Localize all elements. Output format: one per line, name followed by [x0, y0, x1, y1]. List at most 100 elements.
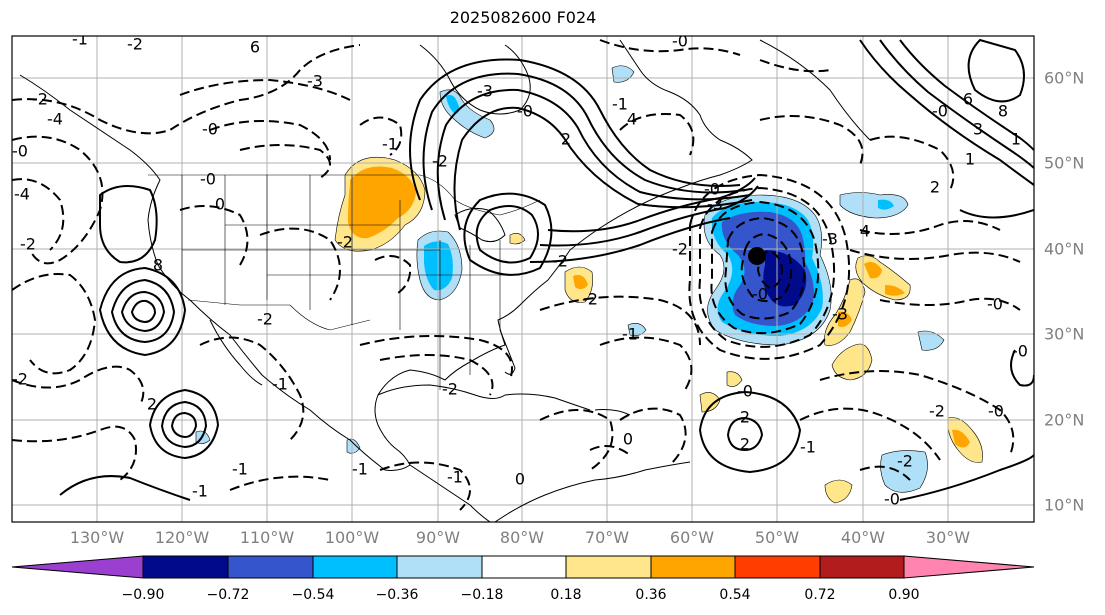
contour-label: -0	[737, 382, 753, 401]
contour-label: -0	[884, 490, 900, 509]
colorbar-segment	[734, 555, 821, 579]
contour-line	[179, 205, 249, 266]
contour-label: 2	[561, 130, 571, 149]
contour-line	[359, 116, 403, 156]
contour-label: -2	[32, 90, 48, 109]
southwest-closed-contour	[120, 290, 166, 333]
low-center-ring	[463, 192, 553, 276]
tropical-high-contour	[698, 390, 802, 474]
atlantic-contour	[1010, 349, 1034, 387]
contour-line	[12, 273, 97, 375]
contour-line	[869, 135, 955, 191]
contour-label: -0	[202, 120, 218, 139]
contour-label: 6	[250, 38, 260, 57]
contour-label: -3	[707, 195, 723, 214]
contour-label: 2	[740, 435, 750, 454]
tropical-high-contour	[726, 416, 764, 452]
northeast-atlantic-contour	[899, 39, 1034, 151]
positive-anomaly-core	[864, 262, 882, 279]
contour-label: -0	[987, 295, 1003, 314]
contour-label: -4	[47, 110, 63, 129]
lon-label: 60°W	[669, 528, 715, 547]
negative-anomaly-region	[611, 65, 635, 83]
contour-label: 1	[1011, 130, 1021, 149]
positive-anomaly-core	[348, 166, 416, 239]
contour-label: -2	[432, 152, 448, 171]
contour-line	[539, 295, 701, 346]
map-title: 2025082600 F024	[449, 8, 597, 27]
contour-label: -1	[192, 482, 208, 501]
northeast-atlantic-contour	[879, 39, 1034, 169]
atlantic-contour	[959, 209, 1034, 219]
negative-anomaly-region	[346, 438, 361, 454]
positive-anomaly-region	[699, 392, 721, 413]
contour-label: 4	[860, 222, 870, 241]
colorbar-extend-max	[903, 555, 1035, 579]
contour-label: 2	[930, 178, 940, 197]
contour-line	[799, 407, 941, 461]
contour-label: -1	[800, 438, 816, 457]
contour-line	[374, 255, 412, 296]
shading-layer	[195, 65, 983, 504]
colorbar-segment	[650, 555, 736, 579]
contour-line	[819, 370, 1015, 456]
lat-label: 60°N	[1044, 68, 1085, 88]
lat-label: 10°N	[1044, 495, 1085, 515]
negative-anomaly-region	[627, 323, 647, 337]
contour-label: -1	[382, 135, 398, 154]
contour-label: -0	[752, 285, 768, 304]
positive-anomaly-core	[952, 429, 970, 448]
gulf-coast	[377, 384, 506, 399]
contour-label: -0	[932, 102, 948, 121]
contour-label: 0	[215, 195, 225, 214]
southern-contour	[899, 454, 1034, 501]
lat-label: 20°N	[1044, 410, 1085, 430]
negative-anomaly-region	[917, 330, 945, 351]
contour-line	[12, 44, 361, 135]
contour-label: -2	[12, 370, 28, 389]
southern-contour	[59, 475, 191, 501]
lat-label: 40°N	[1044, 239, 1085, 259]
contour-line	[599, 39, 741, 56]
contour-label: 8	[998, 102, 1008, 121]
contour-line	[759, 115, 864, 166]
contour-line	[12, 178, 65, 251]
contour-label: -2	[582, 290, 598, 309]
lon-label: 130°W	[69, 528, 125, 547]
contour-label: -2	[20, 235, 36, 254]
southwest-closed-contour	[130, 299, 157, 324]
contour-line	[422, 72, 746, 211]
contour-line	[859, 220, 1001, 235]
colorbar-segment	[227, 555, 314, 579]
contour-line	[547, 177, 756, 233]
colorbar-tick-label: 0.90	[888, 587, 920, 603]
contour-label: -0	[12, 142, 28, 161]
lon-label: 120°W	[154, 528, 210, 547]
plot-frame	[11, 35, 1035, 523]
contour-label: -1	[622, 325, 638, 344]
contour-label: -1	[447, 468, 463, 487]
contour-label: -1	[352, 460, 368, 479]
storm-center-marker	[748, 247, 766, 265]
colorbar-tick-label: −0.18	[460, 587, 504, 603]
colorbar-tick-label: −0.36	[375, 587, 419, 603]
contour-line	[619, 113, 695, 156]
atlantic-low-ring	[688, 173, 851, 360]
contour-line	[453, 106, 753, 231]
us-canada-border	[148, 174, 541, 216]
colorbar-segment	[819, 555, 905, 579]
colorbar-tick-label: −0.54	[291, 587, 335, 603]
colorbar	[11, 555, 1035, 579]
contour-label: 1	[965, 150, 975, 169]
contour-label: -0	[988, 402, 1004, 421]
contour-line	[539, 409, 614, 471]
contour-label: -2	[127, 35, 143, 54]
cuba	[504, 393, 591, 411]
positive-anomaly-region	[831, 343, 873, 381]
lon-label: 70°W	[584, 528, 630, 547]
contour-line	[529, 217, 731, 263]
state-lines	[181, 175, 520, 390]
positive-anomaly-core	[573, 275, 588, 290]
lon-label: 100°W	[324, 528, 380, 547]
contour-label: -0	[672, 32, 688, 51]
